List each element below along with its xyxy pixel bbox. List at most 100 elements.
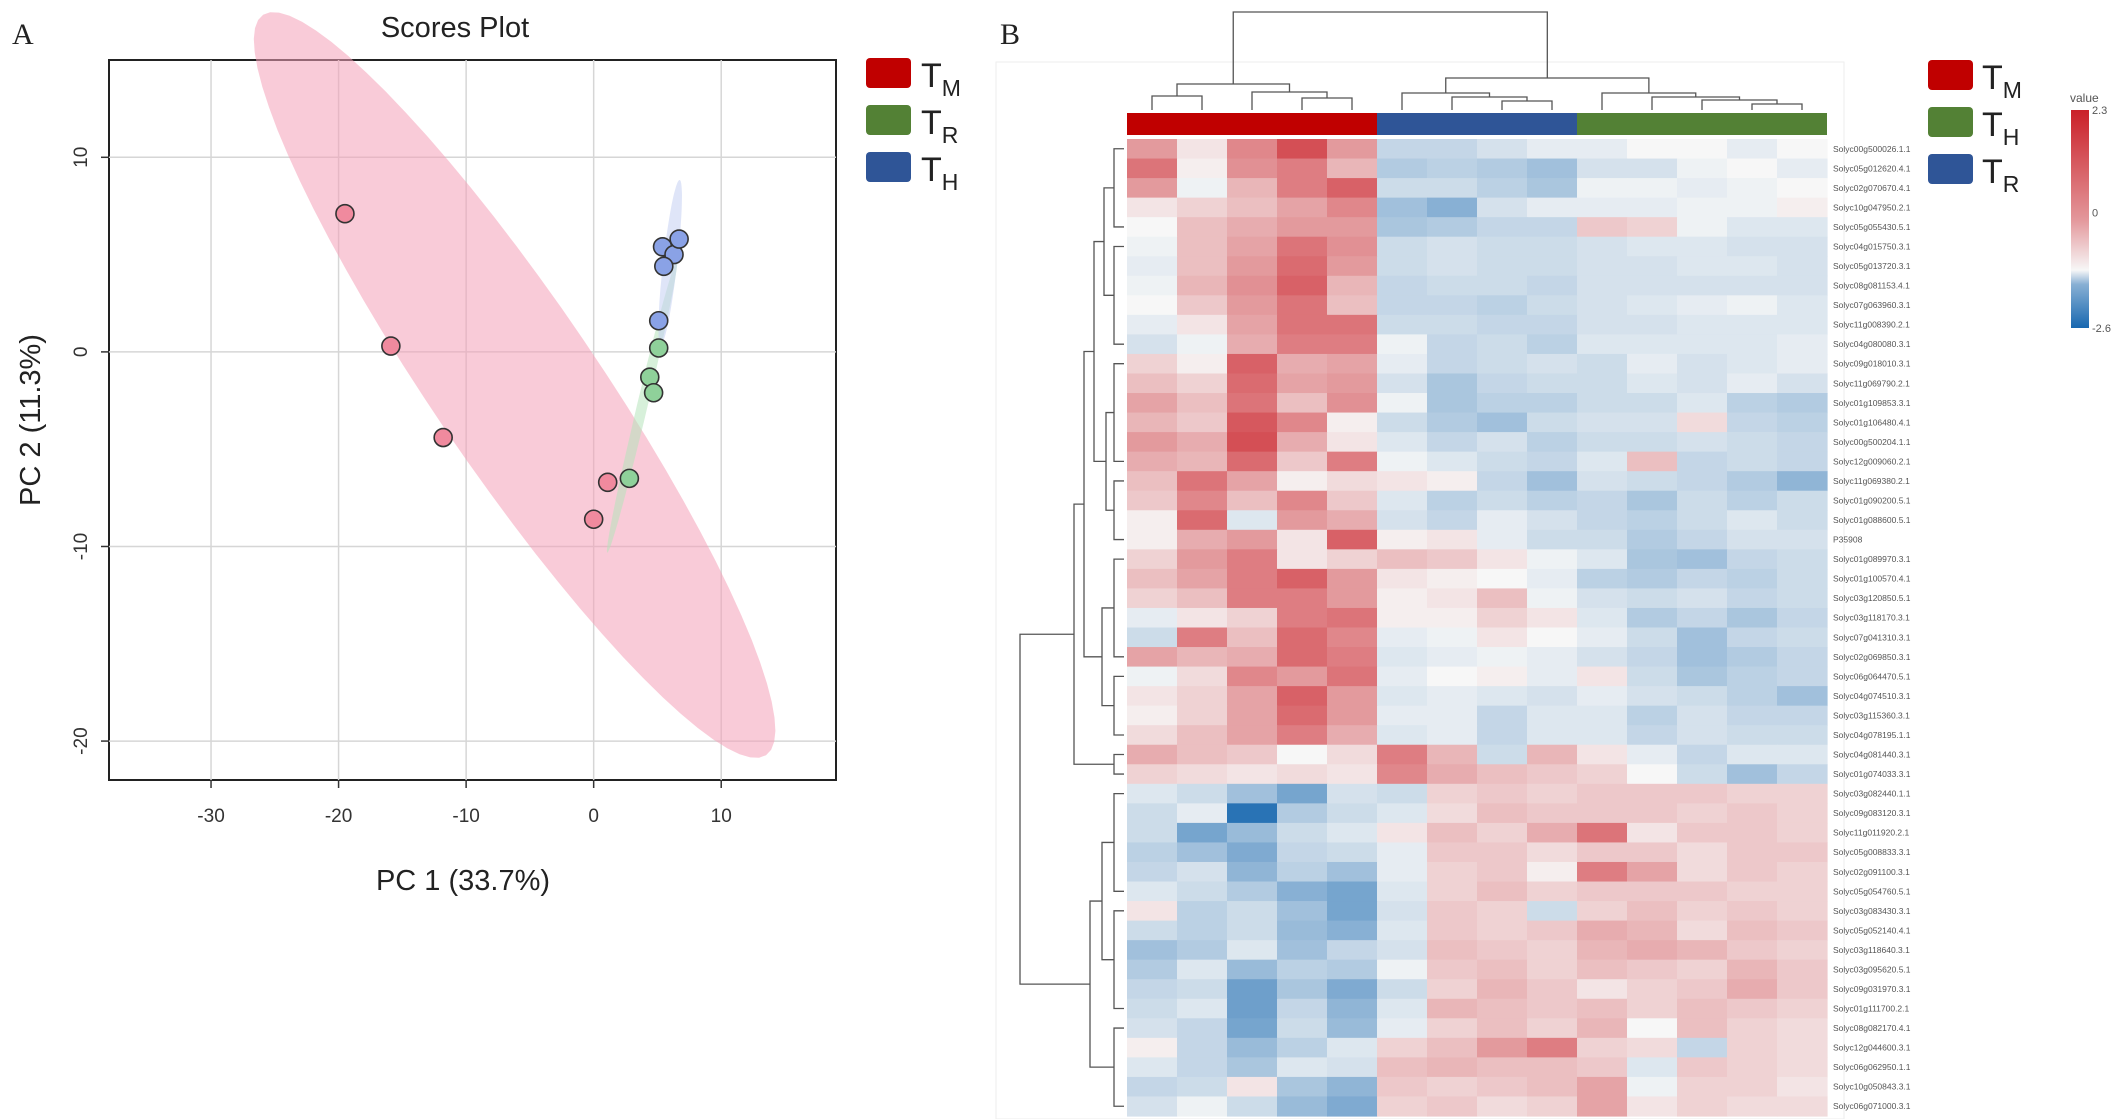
legend-label: TR	[921, 104, 958, 148]
heatmap-cell	[1177, 1057, 1228, 1078]
heatmap-cell	[1177, 666, 1228, 687]
heatmap-cell	[1677, 920, 1728, 941]
heatmap-cell	[1627, 412, 1678, 433]
heatmap-cell	[1727, 1057, 1778, 1078]
heatmap-cell	[1177, 607, 1228, 629]
row-label: Solyc05g008833.3.1	[1833, 847, 1911, 857]
heatmap-cell	[1527, 451, 1578, 472]
heatmap-cell	[1627, 451, 1678, 472]
heatmap-cell	[1327, 666, 1378, 687]
heatmap-cell	[1177, 881, 1228, 902]
heatmap-cell	[1427, 1076, 1478, 1098]
heatmap-cell	[1777, 139, 1828, 160]
column-group-segment	[1377, 113, 1577, 135]
heatmap-cell	[1127, 236, 1178, 257]
heatmap-cell	[1677, 256, 1728, 277]
heatmap-cell	[1527, 197, 1578, 218]
dendrogram-branch	[1151, 95, 1203, 110]
heatmap-cell	[1727, 822, 1778, 844]
heatmap-cell	[1227, 295, 1278, 316]
heatmap-cell	[1677, 471, 1728, 492]
heatmap-cell	[1277, 490, 1328, 511]
dendrogram-branch	[1019, 633, 1090, 985]
row-label: Solyc01g109853.3.1	[1833, 398, 1911, 408]
heatmap-cell	[1777, 1037, 1828, 1058]
heatmap-cell	[1627, 510, 1678, 531]
heatmap-cell	[1577, 861, 1628, 883]
heatmap-cell	[1777, 158, 1828, 179]
heatmap-cell	[1727, 998, 1778, 1019]
heatmap-cell	[1227, 920, 1278, 941]
heatmap-cell	[1777, 764, 1828, 785]
heatmap-cell	[1727, 158, 1778, 179]
heatmap-cell	[1627, 529, 1678, 550]
heatmap-cell	[1427, 959, 1478, 980]
heatmap-cell	[1527, 861, 1578, 883]
heatmap-cell	[1777, 686, 1828, 707]
heatmap-cell	[1127, 764, 1178, 785]
heatmap-cell	[1427, 627, 1478, 648]
heatmap-cell	[1677, 647, 1728, 668]
heatmap-cell	[1777, 1096, 1828, 1117]
heatmap-cell	[1527, 178, 1578, 199]
heatmap-cell	[1677, 373, 1728, 394]
row-label: Solyc04g015750.3.1	[1833, 242, 1911, 252]
heatmap-cell	[1777, 471, 1828, 492]
heatmap-cell	[1327, 901, 1378, 922]
heatmap-cell	[1177, 412, 1228, 433]
row-label: Solyc06g071000.3.1	[1833, 1101, 1911, 1111]
dendrogram-branch	[1113, 753, 1124, 775]
heatmap-cell	[1577, 783, 1628, 804]
heatmap-cell	[1527, 744, 1578, 765]
heatmap-cell	[1727, 881, 1778, 902]
row-label: Solyc11g011920.2.1	[1833, 828, 1910, 838]
row-label: Solyc09g018010.3.1	[1833, 359, 1911, 369]
heatmap-cell	[1277, 998, 1328, 1019]
heatmap-cell	[1627, 158, 1678, 179]
heatmap-cell	[1627, 705, 1678, 726]
heatmap-cell	[1577, 959, 1628, 980]
heatmap-cell	[1227, 217, 1278, 238]
heatmap-cell	[1727, 744, 1778, 765]
heatmap-cell	[1177, 764, 1228, 785]
heatmap-cell	[1377, 1037, 1428, 1058]
heatmap-cell	[1527, 940, 1578, 961]
heatmap-cell	[1377, 647, 1428, 668]
scores-x-axis-label: PC 1 (33.7%)	[376, 865, 550, 897]
heatmap-cell	[1427, 334, 1478, 355]
heatmap-cell	[1127, 432, 1178, 453]
heatmap-cell	[1727, 725, 1778, 746]
heatmap-cell	[1727, 353, 1778, 375]
heatmap-cell	[1777, 451, 1828, 472]
heatmap-cell	[1227, 861, 1278, 883]
heatmap-cell	[1727, 861, 1778, 883]
heatmap-cell	[1527, 783, 1578, 804]
heatmap-cell	[1477, 158, 1528, 179]
heatmap-cell	[1377, 373, 1428, 394]
heatmap-cell	[1227, 901, 1278, 922]
heatmap-cell	[1277, 861, 1328, 883]
row-label: Solyc03g082440.1.1	[1833, 789, 1911, 799]
heatmap-cell	[1727, 1018, 1778, 1039]
heatmap-cell	[1177, 940, 1228, 961]
heatmap-cell	[1627, 725, 1678, 746]
dendrogram-branch	[1232, 11, 1548, 84]
heatmap-cell	[1777, 803, 1828, 824]
heatmap-cell	[1227, 373, 1278, 394]
heatmap-cell	[1577, 471, 1628, 492]
heatmap-cell	[1277, 783, 1328, 804]
heatmap-cell	[1577, 510, 1628, 531]
heatmap-cell	[1577, 901, 1628, 922]
heatmap-cell	[1377, 353, 1428, 375]
heatmap-cell	[1327, 940, 1378, 961]
heatmap-cell	[1227, 959, 1278, 980]
heatmap-cell	[1127, 725, 1178, 746]
dendrogram-branch	[1113, 480, 1124, 541]
heatmap-cell	[1177, 998, 1228, 1019]
heatmap-cell	[1327, 744, 1378, 765]
row-label: Solyc02g070670.4.1	[1833, 183, 1911, 193]
heatmap-cell	[1227, 588, 1278, 609]
heatmap-cell	[1377, 314, 1428, 335]
heatmap-cell	[1777, 901, 1828, 922]
heatmap-cell	[1727, 510, 1778, 531]
